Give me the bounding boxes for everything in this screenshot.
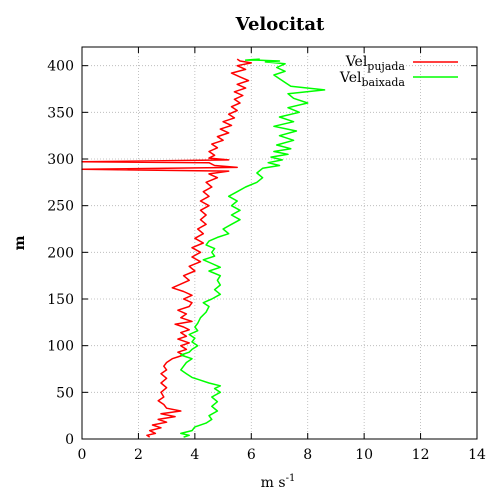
- x-axis-label-base: m s: [261, 475, 286, 491]
- y-tick-label: 250: [47, 199, 74, 215]
- y-tick-label: 300: [47, 152, 74, 168]
- legend-label-baixada: Velbaixada: [339, 70, 406, 89]
- x-tick-label: 4: [190, 447, 199, 463]
- y-tick-label: 150: [47, 292, 74, 308]
- x-tick-label: 10: [355, 447, 373, 463]
- legend-pujada-base: Vel: [345, 54, 368, 70]
- plot-frame: [81, 46, 478, 440]
- x-axis-label: m s-1: [261, 473, 296, 491]
- tick-labels: 0 2 4 6 8 10 12 14 0 50 100 150 200 250 300 350 400: [47, 59, 486, 463]
- x-tick-label: 12: [412, 447, 430, 463]
- x-axis-label-sup: -1: [286, 473, 296, 484]
- legend-label-pujada: Velpujada: [345, 54, 406, 73]
- x-tick-label: 14: [468, 447, 486, 463]
- chart-title: Velocitat: [235, 14, 325, 35]
- y-tick-label: 100: [47, 339, 74, 355]
- x-tick-label: 8: [303, 447, 312, 463]
- legend-baixada-sub: baixada: [362, 76, 406, 89]
- axis-ticks: [81, 47, 478, 440]
- series-line-pujada: [81, 58, 253, 438]
- y-tick-label: 50: [56, 385, 74, 401]
- y-tick-label: 400: [47, 59, 74, 75]
- y-tick-label: 0: [65, 432, 74, 448]
- x-tick-label: 0: [78, 447, 87, 463]
- series-line-baixada: [180, 58, 326, 438]
- y-tick-label: 350: [47, 105, 74, 121]
- y-tick-label: 200: [47, 245, 74, 261]
- y-axis-label: m: [12, 235, 28, 250]
- legend: Velpujada Velbaixada: [339, 54, 458, 89]
- legend-pujada-sub: pujada: [367, 60, 405, 73]
- x-tick-label: 6: [247, 447, 256, 463]
- series-group: [81, 58, 326, 438]
- legend-baixada-base: Vel: [339, 70, 362, 86]
- x-tick-label: 2: [134, 447, 143, 463]
- grid-lines: [82, 47, 477, 439]
